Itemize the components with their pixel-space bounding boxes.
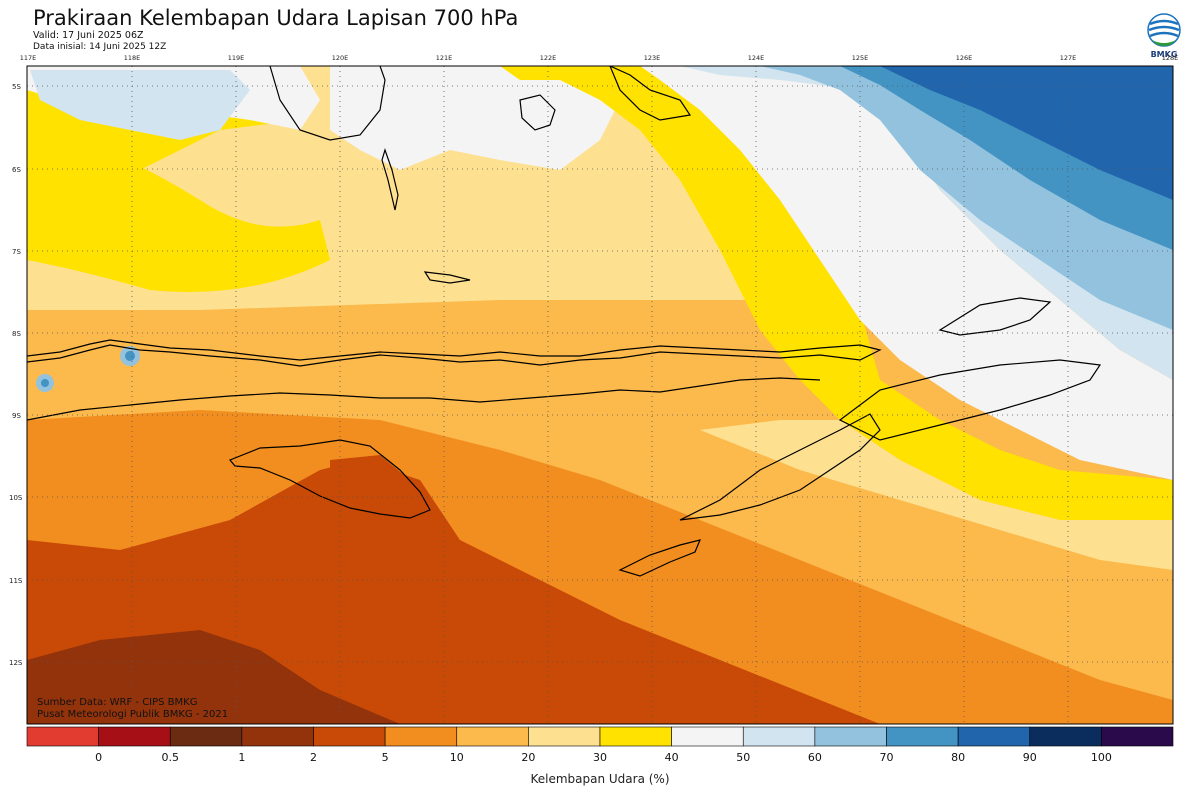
lon-label: 118E — [124, 54, 141, 62]
bmkg-logo-icon: BMKG — [1147, 13, 1181, 59]
lon-label: 121E — [436, 54, 453, 62]
publisher: Pusat Meteorologi Publik BMKG - 2021 — [37, 709, 229, 720]
colorbar-tick-label: 0 — [95, 751, 102, 764]
initial-data-time: Data inisial: 14 Juni 2025 12Z — [33, 42, 167, 52]
map-title: Prakiraan Kelembapan Udara Lapisan 700 h… — [33, 6, 519, 30]
lon-label: 125E — [852, 54, 869, 62]
colorbar-swatch — [26, 726, 99, 747]
data-source: Sumber Data: WRF - CIPS BMKG — [37, 697, 198, 708]
lon-label: 117E — [20, 54, 37, 62]
lat-label: 7S — [12, 248, 21, 256]
colorbar-swatch — [98, 726, 171, 747]
colorbar-swatch — [957, 726, 1031, 747]
colorbar-tick-label: 30 — [593, 751, 607, 764]
lon-label: 119E — [228, 54, 245, 62]
colorbar-tick-label: 60 — [808, 751, 822, 764]
logo-text: BMKG — [1151, 50, 1178, 59]
colorbar-swatch — [313, 726, 386, 747]
colorbar-tick-label: 20 — [521, 751, 535, 764]
colorbar-tick-label: 1 — [238, 751, 245, 764]
colorbar-swatch — [814, 726, 887, 747]
colorbar-swatch — [456, 726, 529, 747]
colorbar: 0 0.5 1 2 5 10 20 30 40 50 60 70 80 90 100 — [26, 726, 1174, 764]
colorbar-title: Kelembapan Udara (%) — [530, 772, 670, 786]
lat-label: 12S — [9, 659, 23, 667]
colorbar-tick-label: 10 — [450, 751, 464, 764]
colorbar-tick-label: 0.5 — [162, 751, 180, 764]
longitude-labels: 117E 118E 119E 120E 121E 122E 123E 124E … — [20, 54, 1179, 62]
lat-label: 8S — [12, 330, 21, 338]
map-frame — [26, 65, 1174, 725]
colorbar-swatch — [886, 726, 959, 747]
colorbar-swatch — [1101, 726, 1174, 747]
graticule — [27, 66, 1173, 724]
colorbar-swatch — [1029, 726, 1102, 747]
coastlines — [27, 66, 1102, 577]
lat-label: 6S — [12, 166, 21, 174]
lon-label: 126E — [956, 54, 973, 62]
colorbar-swatch — [384, 726, 458, 747]
colorbar-tick-label: 70 — [880, 751, 894, 764]
lat-label: 5S — [12, 83, 21, 91]
colorbar-tick-label: 5 — [382, 751, 389, 764]
lat-label: 10S — [9, 494, 23, 502]
colorbar-swatch — [671, 726, 744, 747]
latitude-labels: 5S 6S 7S 8S 9S 10S 11S 12S — [9, 83, 23, 667]
lat-label: 11S — [9, 577, 23, 585]
lon-label: 124E — [748, 54, 765, 62]
colorbar-tick-label: 40 — [665, 751, 679, 764]
lon-label: 120E — [332, 54, 349, 62]
lat-label: 9S — [12, 412, 21, 420]
valid-time: Valid: 17 Juni 2025 06Z — [33, 30, 144, 41]
colorbar-swatch — [742, 726, 816, 747]
humidity-contours — [27, 66, 1173, 724]
colorbar-tick-label: 90 — [1023, 751, 1037, 764]
colorbar-tick-label: 50 — [736, 751, 750, 764]
colorbar-tick-label: 100 — [1091, 751, 1112, 764]
lon-label: 127E — [1060, 54, 1077, 62]
colorbar-tick-label: 80 — [951, 751, 965, 764]
colorbar-swatch — [528, 726, 601, 747]
lon-label: 122E — [540, 54, 557, 62]
lon-label: 128E — [1162, 54, 1179, 62]
colorbar-swatch — [599, 726, 672, 747]
colorbar-swatch — [241, 726, 314, 747]
lon-label: 123E — [644, 54, 661, 62]
colorbar-tick-label: 2 — [310, 751, 317, 764]
colorbar-swatch — [169, 726, 243, 747]
